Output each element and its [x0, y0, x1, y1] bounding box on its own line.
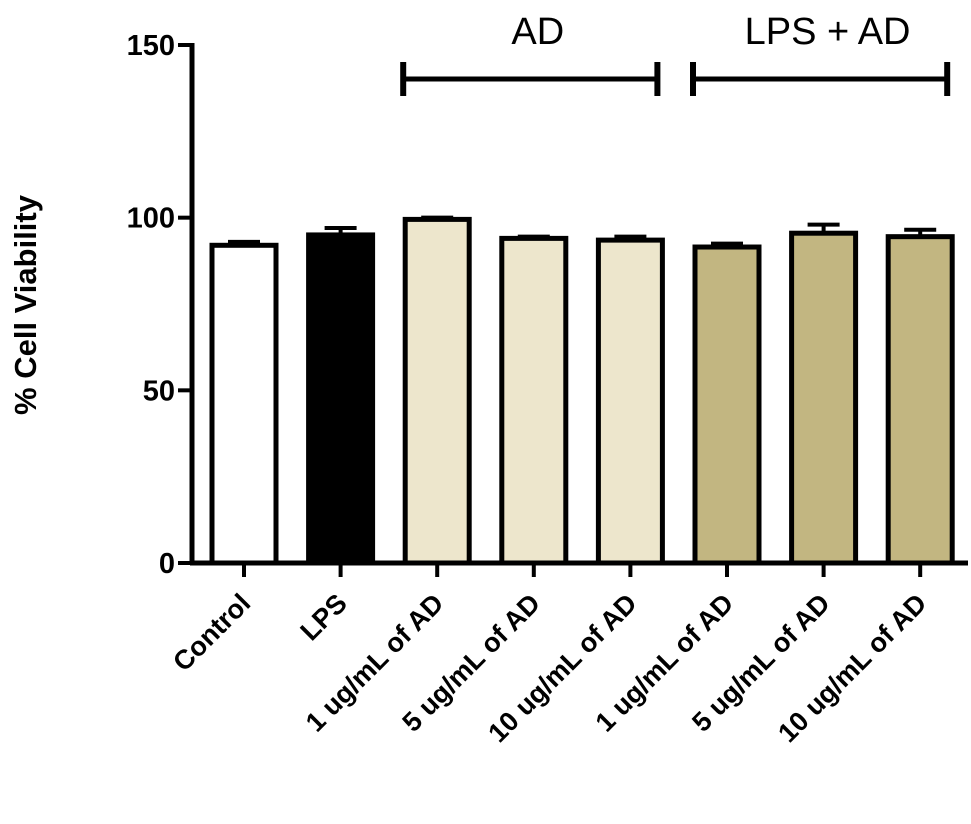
y-tick-label: 50: [143, 375, 175, 407]
bar: [402, 216, 472, 566]
bar: [306, 232, 376, 566]
bar: [885, 234, 955, 566]
bar: [789, 230, 859, 566]
y-tick-label: 0: [159, 548, 175, 580]
x-tick-label: LPS: [294, 588, 352, 646]
group-label: LPS + AD: [745, 11, 911, 53]
group-label: AD: [511, 11, 564, 53]
bar: [595, 237, 665, 566]
bar: [209, 242, 279, 566]
x-tick-label: Control: [167, 588, 256, 677]
bar: [692, 244, 762, 566]
y-tick-label: 150: [127, 30, 175, 62]
bar: [499, 235, 569, 566]
y-axis-title: % Cell Viability: [8, 194, 43, 415]
y-tick-label: 100: [127, 203, 175, 235]
